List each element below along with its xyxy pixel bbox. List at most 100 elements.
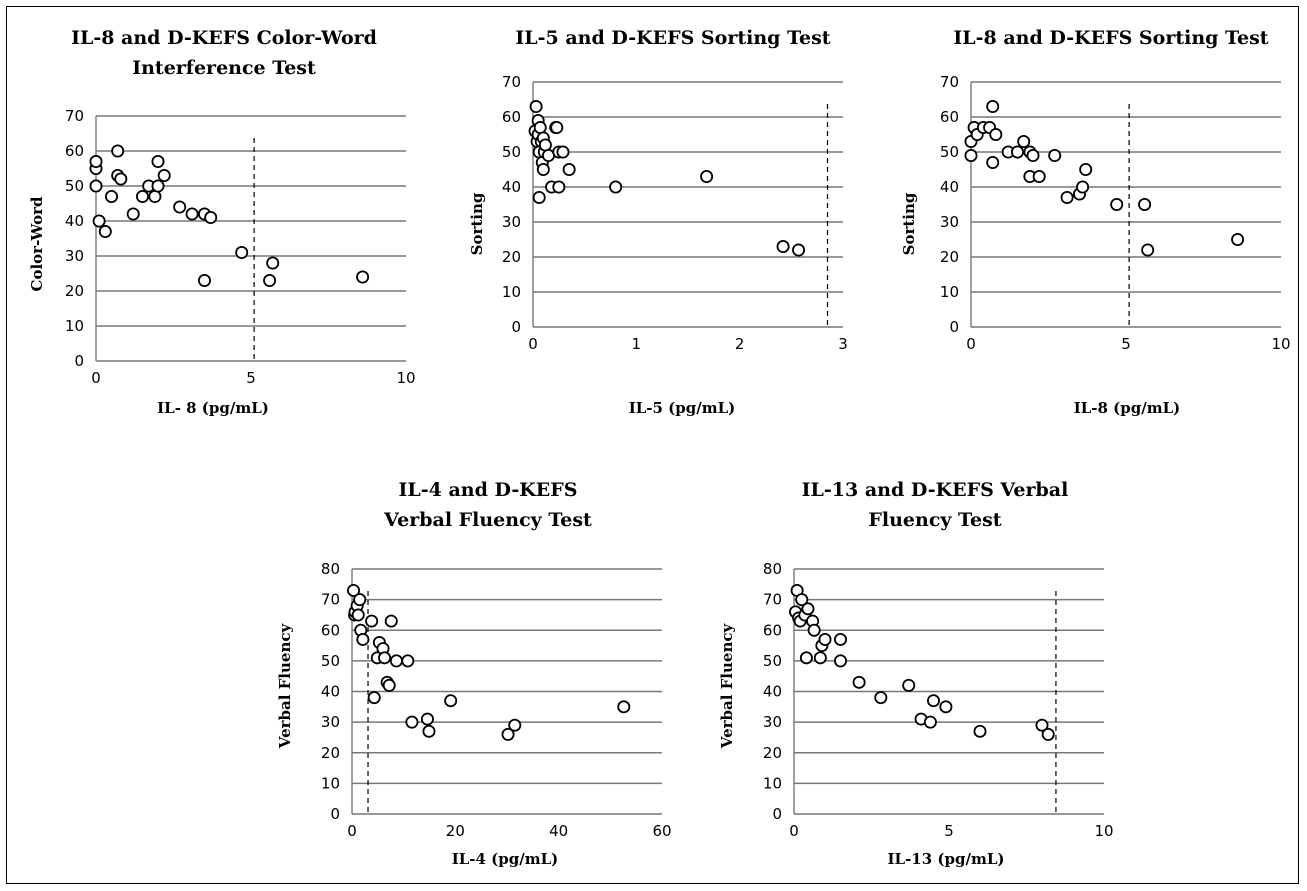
y-tick-label: 10	[502, 283, 521, 301]
chart-title-line-1: IL-8 and D-KEFS Color-Word	[71, 27, 377, 49]
data-points	[528, 99, 806, 257]
y-tick-label: 70	[321, 591, 340, 609]
y-tick-label: 70	[940, 73, 959, 91]
y-axis-label: Color-Word	[28, 196, 46, 291]
data-point	[538, 138, 552, 152]
x-tick-label: 60	[652, 822, 671, 840]
data-point	[367, 691, 381, 705]
x-axis-label: IL- 8 (pg/mL)	[157, 399, 269, 417]
x-tick-labels: 0 5 10	[966, 335, 1290, 353]
y-tick-label: 60	[940, 108, 959, 126]
data-point	[1048, 149, 1062, 163]
data-point	[89, 155, 103, 169]
data-point	[529, 99, 543, 113]
y-tick-label: 0	[74, 352, 84, 370]
data-point	[98, 225, 112, 239]
gridlines	[793, 568, 1104, 815]
y-tick-label: 70	[65, 107, 84, 125]
data-point	[700, 170, 714, 184]
y-tick-label: 30	[65, 247, 84, 265]
x-tick-label: 10	[1271, 335, 1290, 353]
y-tick-label: 20	[763, 744, 782, 762]
data-point	[813, 651, 827, 665]
y-tick-label: 70	[763, 591, 782, 609]
data-point	[834, 632, 848, 646]
data-point	[389, 654, 403, 668]
data-point	[148, 190, 162, 204]
y-tick-label: 20	[321, 744, 340, 762]
data-point	[151, 155, 165, 169]
x-tick-label: 40	[549, 822, 568, 840]
data-point	[356, 632, 370, 646]
data-point	[818, 632, 832, 646]
x-tick-label: 5	[1121, 335, 1131, 353]
data-point	[807, 623, 821, 637]
y-tick-label: 10	[940, 283, 959, 301]
y-tick-label: 0	[511, 318, 521, 336]
gridlines	[532, 81, 843, 328]
data-point	[902, 678, 916, 692]
y-tick-label: 10	[65, 317, 84, 335]
chart-title-line-2: Fluency Test	[868, 509, 1001, 531]
data-point	[852, 675, 866, 689]
data-point	[834, 654, 848, 668]
y-axis-label: Verbal Fluency	[276, 623, 294, 750]
y-tick-label: 0	[949, 318, 959, 336]
data-point	[266, 256, 280, 270]
y-tick-label: 20	[502, 248, 521, 266]
y-tick-label: 60	[65, 142, 84, 160]
data-point	[1026, 149, 1040, 163]
y-tick-label: 60	[763, 621, 782, 639]
chart-title-line-1: IL-5 and D-KEFS Sorting Test	[515, 27, 830, 49]
x-tick-label: 0	[789, 822, 799, 840]
y-tick-label: 80	[321, 560, 340, 578]
data-point	[198, 273, 212, 287]
data-point	[185, 207, 199, 221]
x-tick-label: 1	[632, 335, 642, 353]
data-points	[789, 583, 1055, 741]
data-point	[536, 163, 550, 177]
data-point	[550, 121, 564, 135]
chart-il8-color-word: 0 10 20 30 40 50 60 70 0 5 10 IL-8 and D-KEFS Col…	[28, 27, 416, 417]
y-tick-labels: 0 10 20 30 40 50 60 70	[502, 73, 521, 336]
data-point	[939, 700, 953, 714]
data-point	[1017, 135, 1031, 149]
gridlines	[351, 568, 662, 815]
data-point	[353, 593, 367, 607]
data-point	[422, 724, 436, 738]
x-tick-label: 10	[1094, 822, 1113, 840]
x-tick-labels: 0 1 2 3	[528, 335, 848, 353]
x-tick-label: 0	[91, 369, 101, 387]
x-tick-labels: 0 5 10	[789, 822, 1113, 840]
y-tick-labels: 0 10 20 30 40 50 60 70 80	[321, 560, 340, 823]
data-point	[989, 128, 1003, 142]
x-tick-label: 0	[347, 822, 357, 840]
data-point	[1035, 718, 1049, 732]
x-tick-label: 10	[396, 369, 415, 387]
chart-title-line-2: Interference Test	[132, 57, 316, 79]
y-tick-label: 50	[763, 652, 782, 670]
data-point	[1138, 198, 1152, 212]
y-tick-labels: 0 10 20 30 40 50 60 70	[940, 73, 959, 336]
data-point	[776, 239, 790, 253]
data-point	[1032, 170, 1046, 184]
y-tick-label: 70	[502, 73, 521, 91]
data-point	[1110, 198, 1124, 212]
y-tick-label: 30	[502, 213, 521, 231]
x-tick-label: 0	[528, 335, 538, 353]
data-point	[1231, 232, 1245, 246]
data-point	[263, 273, 277, 287]
gridlines	[95, 115, 406, 362]
data-point	[157, 169, 171, 183]
y-tick-labels: 0 10 20 30 40 50 60 70 80	[763, 560, 782, 823]
y-tick-label: 10	[321, 774, 340, 792]
data-point	[356, 270, 370, 284]
x-axis-label: IL-8 (pg/mL)	[1074, 399, 1181, 417]
y-tick-label: 20	[65, 282, 84, 300]
data-point	[923, 715, 937, 729]
y-tick-label: 50	[65, 177, 84, 195]
x-tick-label: 0	[966, 335, 976, 353]
y-axis-label: Sorting	[468, 192, 486, 255]
y-tick-label: 40	[940, 178, 959, 196]
